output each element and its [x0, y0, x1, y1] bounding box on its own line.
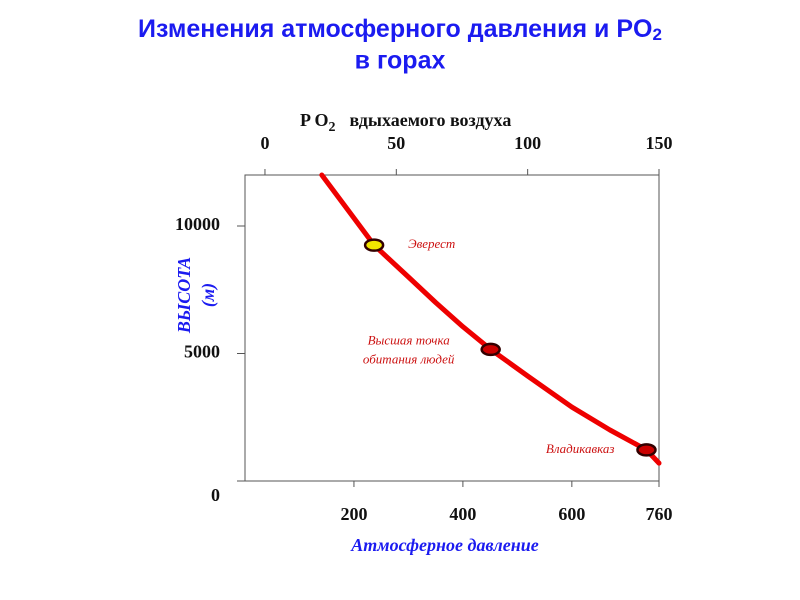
- plot-frame: [244, 174, 660, 482]
- y-tick-label: 10000: [175, 214, 220, 234]
- x2-tick-label: 100: [514, 133, 541, 153]
- x-axis-label: Атмосферное давление: [350, 535, 538, 555]
- x2-tick-label: 0: [260, 133, 269, 153]
- chart-title: Изменения атмосферного давления и PO2: [138, 15, 662, 45]
- x-tick-label: 200: [340, 504, 367, 524]
- point-label: обитания людей: [363, 351, 455, 366]
- x2-label-text: P O: [300, 110, 329, 130]
- title-text: Изменения атмосферного давления и PO: [138, 15, 652, 43]
- point-marker: [363, 238, 385, 252]
- x2-label-rest: вдыхаемого воздуха: [350, 110, 512, 130]
- x-tick-label: 760: [646, 504, 673, 524]
- chart-title-line2: в горах: [355, 47, 446, 75]
- point-marker: [480, 342, 501, 357]
- x-tick-label: 600: [558, 504, 585, 524]
- x2-tick-label: 50: [387, 133, 405, 153]
- altitude-line: [319, 172, 662, 466]
- point-label: Владикавказ: [546, 441, 615, 456]
- point-label: Высшая точка: [368, 332, 451, 347]
- x2-axis-label: P O2 вдыхаемого воздуха: [300, 110, 511, 135]
- x2-label-subscript: 2: [329, 120, 336, 135]
- y-tick-label: 0: [211, 485, 220, 505]
- point-label: Эверест: [408, 236, 455, 251]
- point-marker: [636, 443, 657, 457]
- x2-tick-label: 150: [646, 133, 673, 153]
- title-subscript: 2: [652, 25, 661, 44]
- y-axis-unit: (м): [198, 283, 219, 307]
- y-tick-label: 5000: [184, 342, 220, 362]
- x-tick-label: 400: [449, 504, 476, 524]
- y-axis-label: ВЫСОТА: [174, 257, 194, 334]
